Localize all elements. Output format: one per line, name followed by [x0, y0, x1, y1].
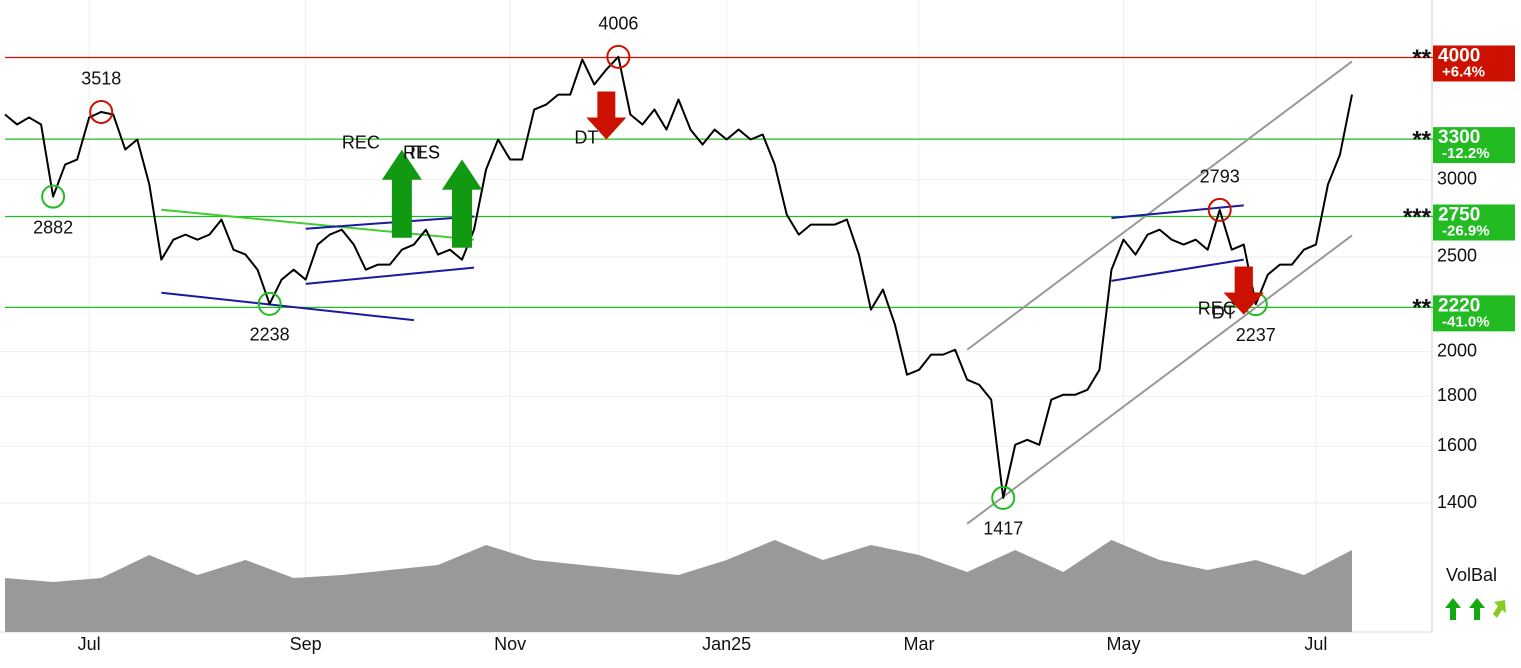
level-change: +6.4%: [1442, 63, 1485, 80]
level-stars: **: [1412, 126, 1431, 153]
signal-arrow: [1223, 266, 1264, 315]
extreme-label: 2793: [1200, 167, 1240, 187]
level-change: -26.9%: [1442, 222, 1490, 239]
level-stars: ***: [1403, 204, 1432, 231]
level-value: 4000: [1438, 45, 1480, 66]
extreme-label: 1417: [983, 519, 1023, 539]
level-change: -41.0%: [1442, 313, 1490, 330]
extreme-marker: [41, 184, 66, 209]
trendline: [305, 215, 475, 230]
y-tick-label: 1400: [1437, 492, 1477, 512]
x-tick-label: Sep: [290, 634, 322, 654]
trendline: [161, 291, 415, 322]
volume-balance-area: [5, 540, 1352, 632]
signal-label: REC: [342, 132, 380, 152]
y-tick-label: 1800: [1437, 385, 1477, 405]
signal-label: REC: [1198, 298, 1236, 318]
extreme-label: 2882: [33, 217, 73, 237]
extreme-marker: [606, 44, 631, 69]
x-tick-label: Jan25: [702, 634, 751, 654]
trendline: [1111, 204, 1244, 220]
signal-label: TLS: [407, 142, 440, 162]
level-box: [1433, 204, 1515, 241]
level-stars: **: [1412, 295, 1431, 322]
x-tick-label: Jul: [1304, 634, 1327, 654]
level-box: [1433, 127, 1515, 164]
level-value: 2750: [1438, 205, 1480, 226]
trendline: [966, 234, 1353, 525]
trendline: [1111, 258, 1244, 282]
level-stars: **: [1412, 45, 1431, 72]
level-box: [1433, 45, 1515, 82]
trendline: [305, 266, 475, 285]
extreme-label: 4006: [598, 14, 638, 34]
signal-label: DT: [1212, 302, 1236, 322]
level-value: 3300: [1438, 127, 1480, 148]
y-tick-label: 3000: [1437, 168, 1477, 188]
signal-arrow: [381, 149, 422, 238]
volbal-icons: [1445, 598, 1506, 620]
level-change: -12.2%: [1442, 145, 1490, 162]
signal-arrow: [442, 159, 483, 248]
extreme-marker: [89, 99, 114, 124]
extreme-marker: [991, 485, 1016, 510]
y-tick-label: 2000: [1437, 340, 1477, 360]
level-box: [1433, 295, 1515, 332]
x-tick-label: May: [1106, 634, 1140, 654]
extreme-marker: [1207, 197, 1232, 222]
x-tick-label: Jul: [78, 634, 101, 654]
y-tick-label: 1600: [1437, 435, 1477, 455]
extreme-label: 3518: [81, 69, 121, 89]
signal-arrow: [586, 91, 627, 140]
signal-label: DT: [574, 127, 598, 147]
level-value: 2220: [1438, 295, 1480, 316]
y-tick-label: 2500: [1437, 246, 1477, 266]
price-line: [4, 55, 1353, 499]
extreme-label: 2237: [1236, 325, 1276, 345]
signal-label: RES: [403, 142, 440, 162]
trendline: [966, 60, 1353, 351]
x-tick-label: Nov: [494, 634, 526, 654]
extreme-marker: [257, 291, 282, 316]
volbal-label: VolBal: [1446, 565, 1497, 585]
extreme-label: 2238: [250, 325, 290, 345]
x-tick-label: Mar: [904, 634, 935, 654]
